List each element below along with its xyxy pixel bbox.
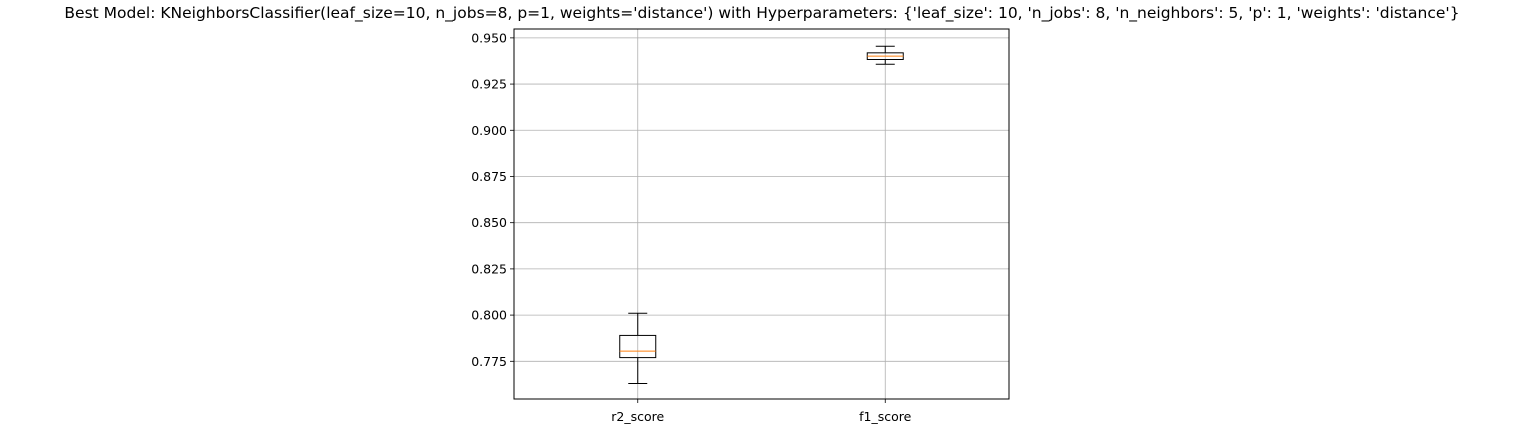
y-tick-label: 0.925 <box>471 77 507 92</box>
chart-title: Best Model: KNeighborsClassifier(leaf_si… <box>64 4 1459 23</box>
y-tick-label: 0.825 <box>471 261 507 276</box>
y-tick-label: 0.850 <box>471 215 507 230</box>
axis-layer: 0.775 0.800 0.825 0.850 0.875 0.900 0.925 0.950… <box>471 30 911 424</box>
grid-layer <box>514 29 1009 399</box>
box-layer <box>619 45 904 384</box>
y-tick-label: 0.800 <box>471 308 507 323</box>
box-r2-score <box>619 312 657 384</box>
box-f1-score <box>866 45 904 65</box>
plot-frame <box>513 28 1010 400</box>
iqr-box <box>619 334 657 359</box>
x-tick-label: r2_score <box>611 409 664 424</box>
y-tick-label: 0.775 <box>471 354 507 369</box>
y-tick-label: 0.900 <box>471 123 507 138</box>
y-tick-label: 0.950 <box>471 30 507 45</box>
y-tick-label: 0.875 <box>471 169 507 184</box>
x-tick-label: f1_score <box>859 409 912 424</box>
